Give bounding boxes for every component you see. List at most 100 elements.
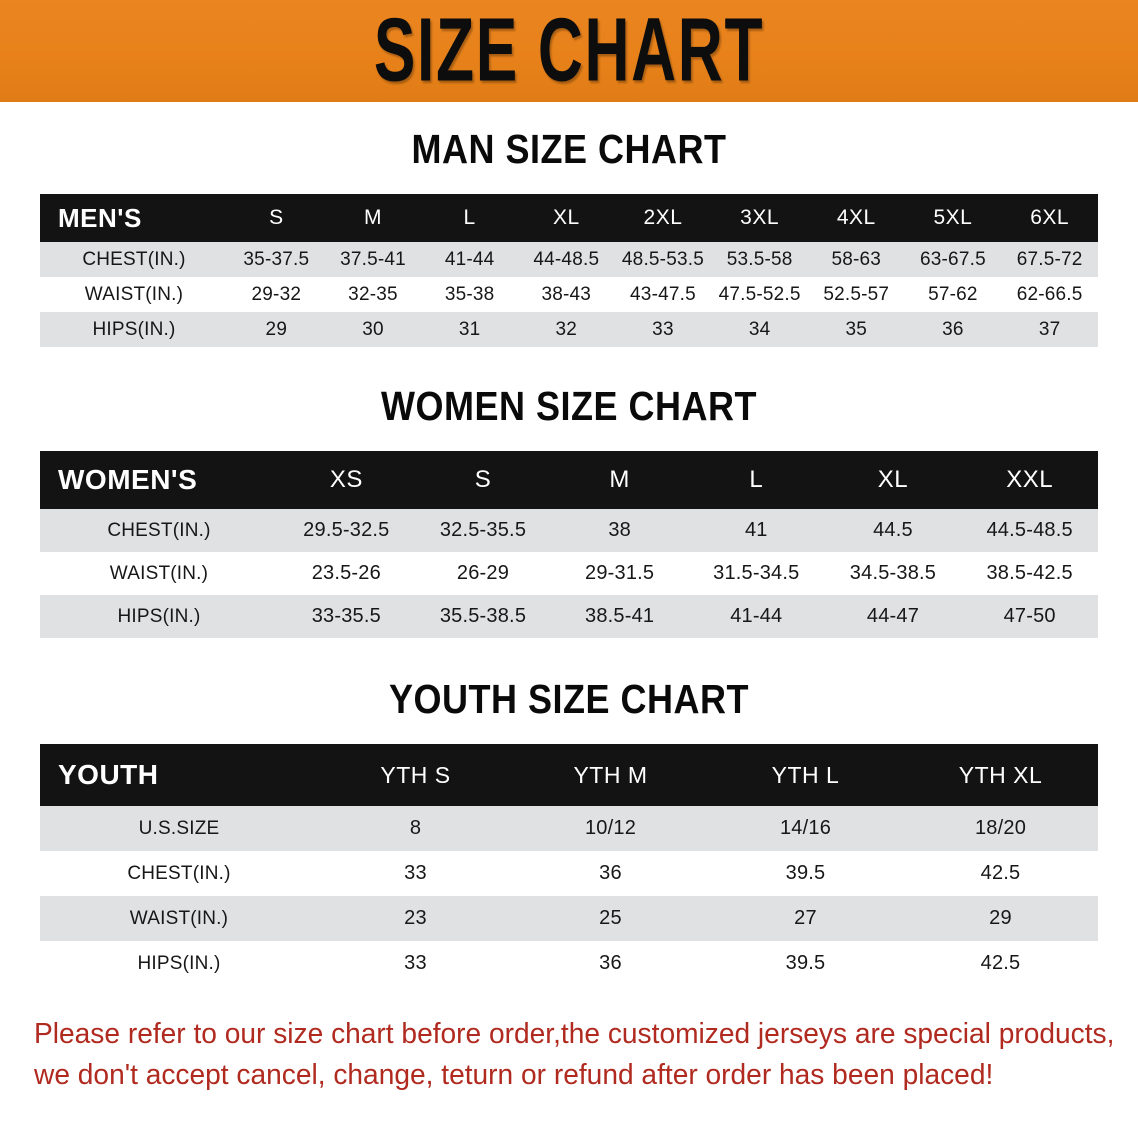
women-col-header-3: L [749,466,764,493]
women-row-label-2: HIPS(IN.) [117,605,201,627]
table-cell: 35.5-38.5 [439,605,527,627]
man-col-header-3: XL [552,206,580,229]
table-cell: 31 [458,318,481,340]
women-size-table-wrap: WOMEN'S XS S M L XL XXL CHEST(IN.) 29.5-… [40,451,1098,638]
table-cell: 41-44 [730,605,783,627]
women-corner-label: WOMEN'S [58,464,198,495]
page-title: SIZE CHART [373,0,765,101]
youth-section-heading: YOUTH SIZE CHART [388,676,749,722]
table-cell: 35-38 [444,283,495,305]
man-col-header-4: 2XL [643,206,683,229]
table-cell: 63-67.5 [920,248,986,270]
youth-row-label-0: U.S.SIZE [138,817,220,839]
table-cell: 38.5-42.5 [986,562,1073,584]
table-cell: 18/20 [974,817,1027,839]
table-cell: 67.5-72 [1016,248,1083,270]
man-size-table-wrap: MEN'S S M L XL 2XL 3XL 4XL 5XL 6XL CHEST… [40,194,1098,347]
women-section-heading: WOMEN SIZE CHART [381,383,757,429]
table-cell: 38-43 [541,283,592,305]
order-policy-disclaimer: Please refer to our size chart before or… [34,1014,1115,1096]
women-row-label-0: CHEST(IN.) [107,519,211,541]
table-cell: 35 [845,318,868,340]
table-cell: 39.5 [785,862,826,884]
table-cell: 10/12 [584,817,637,839]
table-cell: 32.5-35.5 [439,519,527,541]
man-col-header-6: 4XL [836,206,876,229]
youth-corner-label: YOUTH [58,759,159,790]
table-cell: 44.5-48.5 [986,519,1073,541]
women-col-header-0: XS [329,466,363,493]
man-col-header-0: S [269,206,284,229]
table-row: HIPS(IN.) 29 30 31 32 33 34 35 36 37 [40,312,1098,347]
table-row: CHEST(IN.) 35-37.5 37.5-41 41-44 44-48.5… [40,242,1098,277]
women-col-header-2: M [609,466,630,493]
table-cell: 23.5-26 [311,562,381,584]
youth-table-header: YOUTH YTH S YTH M YTH L YTH XL [40,744,1098,806]
youth-row-label-3: HIPS(IN.) [137,952,221,974]
table-cell: 32 [555,318,578,340]
table-cell: 48.5-53.5 [621,248,704,270]
table-cell: 39.5 [785,952,826,974]
page-banner: SIZE CHART [0,0,1138,102]
table-cell: 29-32 [251,283,302,305]
youth-size-table: YOUTH YTH S YTH M YTH L YTH XL U.S.SIZE … [40,744,1098,986]
table-cell: 33 [652,318,674,340]
women-col-header-1: S [474,466,492,493]
table-cell: 8 [409,817,422,839]
table-cell: 33 [404,862,427,884]
man-row-label-1: WAIST(IN.) [84,283,184,305]
man-col-header-5: 3XL [740,206,780,229]
man-table-body: CHEST(IN.) 35-37.5 37.5-41 41-44 44-48.5… [40,242,1098,347]
man-row-label-0: CHEST(IN.) [82,248,186,270]
women-table-body: CHEST(IN.) 29.5-32.5 32.5-35.5 38 41 44.… [40,509,1098,638]
youth-col-header-1: YTH M [573,761,648,788]
table-cell: 47.5-52.5 [718,283,801,305]
table-cell: 42.5 [980,952,1021,974]
table-row: CHEST(IN.) 33 36 39.5 42.5 [40,851,1098,896]
table-cell: 37.5-41 [340,248,406,270]
table-cell: 41 [744,519,768,541]
table-cell: 29 [265,318,288,340]
table-cell: 27 [794,907,817,929]
table-cell: 52.5-57 [823,283,890,305]
table-cell: 43-47.5 [630,283,696,305]
table-cell: 26-29 [456,562,510,584]
women-col-header-4: XL [877,466,909,493]
table-header-row: WOMEN'S XS S M L XL XXL [40,451,1098,509]
man-col-header-8: 6XL [1030,206,1070,229]
man-corner-label: MEN'S [58,202,142,233]
table-row: U.S.SIZE 8 10/12 14/16 18/20 [40,806,1098,851]
table-cell: 34.5-38.5 [849,562,937,584]
table-cell: 34 [748,318,771,340]
table-cell: 29.5-32.5 [303,519,390,541]
table-cell: 44.5 [873,519,913,541]
table-cell: 41-44 [444,248,495,270]
disclaimer-line-1: Please refer to our size chart before or… [34,1018,1115,1050]
man-col-header-2: L [463,206,476,229]
table-header-row: YOUTH YTH S YTH M YTH L YTH XL [40,744,1098,806]
table-cell: 25 [599,907,622,929]
man-table-header: MEN'S S M L XL 2XL 3XL 4XL 5XL 6XL [40,194,1098,242]
table-row: WAIST(IN.) 29-32 32-35 35-38 38-43 43-47… [40,277,1098,312]
table-row: HIPS(IN.) 33 36 39.5 42.5 [40,941,1098,986]
table-cell: 42.5 [980,862,1021,884]
table-header-row: MEN'S S M L XL 2XL 3XL 4XL 5XL 6XL [40,194,1098,242]
table-cell: 29 [989,907,1012,929]
table-cell: 36 [599,862,622,884]
table-cell: 35-37.5 [243,248,310,270]
man-row-label-2: HIPS(IN.) [92,318,176,340]
man-size-table: MEN'S S M L XL 2XL 3XL 4XL 5XL 6XL CHEST… [40,194,1098,347]
table-cell: 53.5-58 [726,248,793,270]
women-table-header: WOMEN'S XS S M L XL XXL [40,451,1098,509]
table-cell: 62-66.5 [1016,283,1083,305]
table-cell: 36 [942,318,964,340]
women-col-header-5: XXL [1006,466,1054,493]
table-cell: 37 [1038,318,1061,340]
table-row: WAIST(IN.) 23 25 27 29 [40,896,1098,941]
table-row: CHEST(IN.) 29.5-32.5 32.5-35.5 38 41 44.… [40,509,1098,552]
youth-row-label-2: WAIST(IN.) [129,907,229,929]
table-cell: 57-62 [928,283,978,305]
man-col-header-1: M [363,206,382,229]
table-cell: 38 [608,519,631,541]
table-row: WAIST(IN.) 23.5-26 26-29 29-31.5 31.5-34… [40,552,1098,595]
